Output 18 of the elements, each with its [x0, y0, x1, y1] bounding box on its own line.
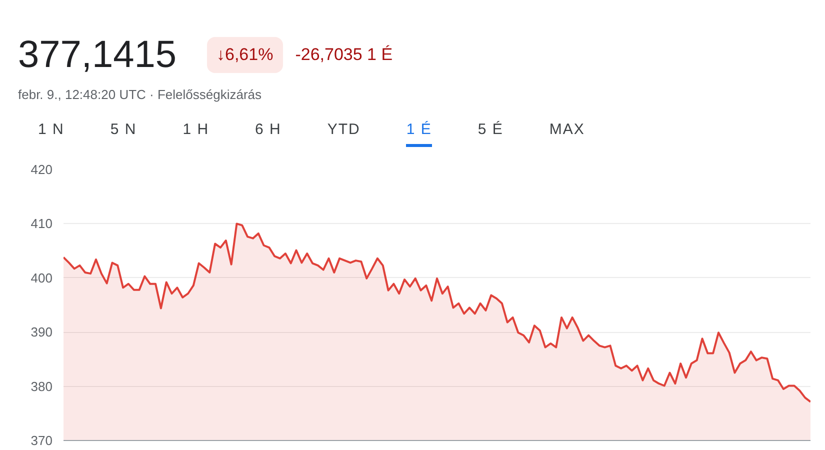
- text: -26,7035 1 É: [295, 44, 393, 66]
- y-tick-label: 370: [30, 433, 53, 448]
- y-tick-label: 390: [30, 324, 53, 340]
- text: 5 N: [110, 120, 137, 140]
- y-tick-label: 400: [30, 270, 53, 286]
- text: 1 H: [182, 120, 210, 140]
- text: 1 N: [38, 120, 64, 140]
- y-tick-label: 420: [30, 162, 53, 177]
- y-tick-label: 380: [30, 378, 53, 394]
- text: ↓6,61%: [206, 37, 284, 74]
- chart-subtitle: febr. 9., 12:48:20 UTC · Felelősségkizárás: [18, 86, 263, 104]
- text: MAX: [549, 120, 585, 140]
- text: 6 H: [255, 120, 282, 140]
- y-tick-label: 410: [30, 216, 53, 232]
- text: 5 É: [478, 120, 504, 140]
- text: 1 É: [406, 118, 432, 148]
- chart-title: 377,1415: [18, 33, 176, 78]
- text: YTD: [327, 120, 360, 140]
